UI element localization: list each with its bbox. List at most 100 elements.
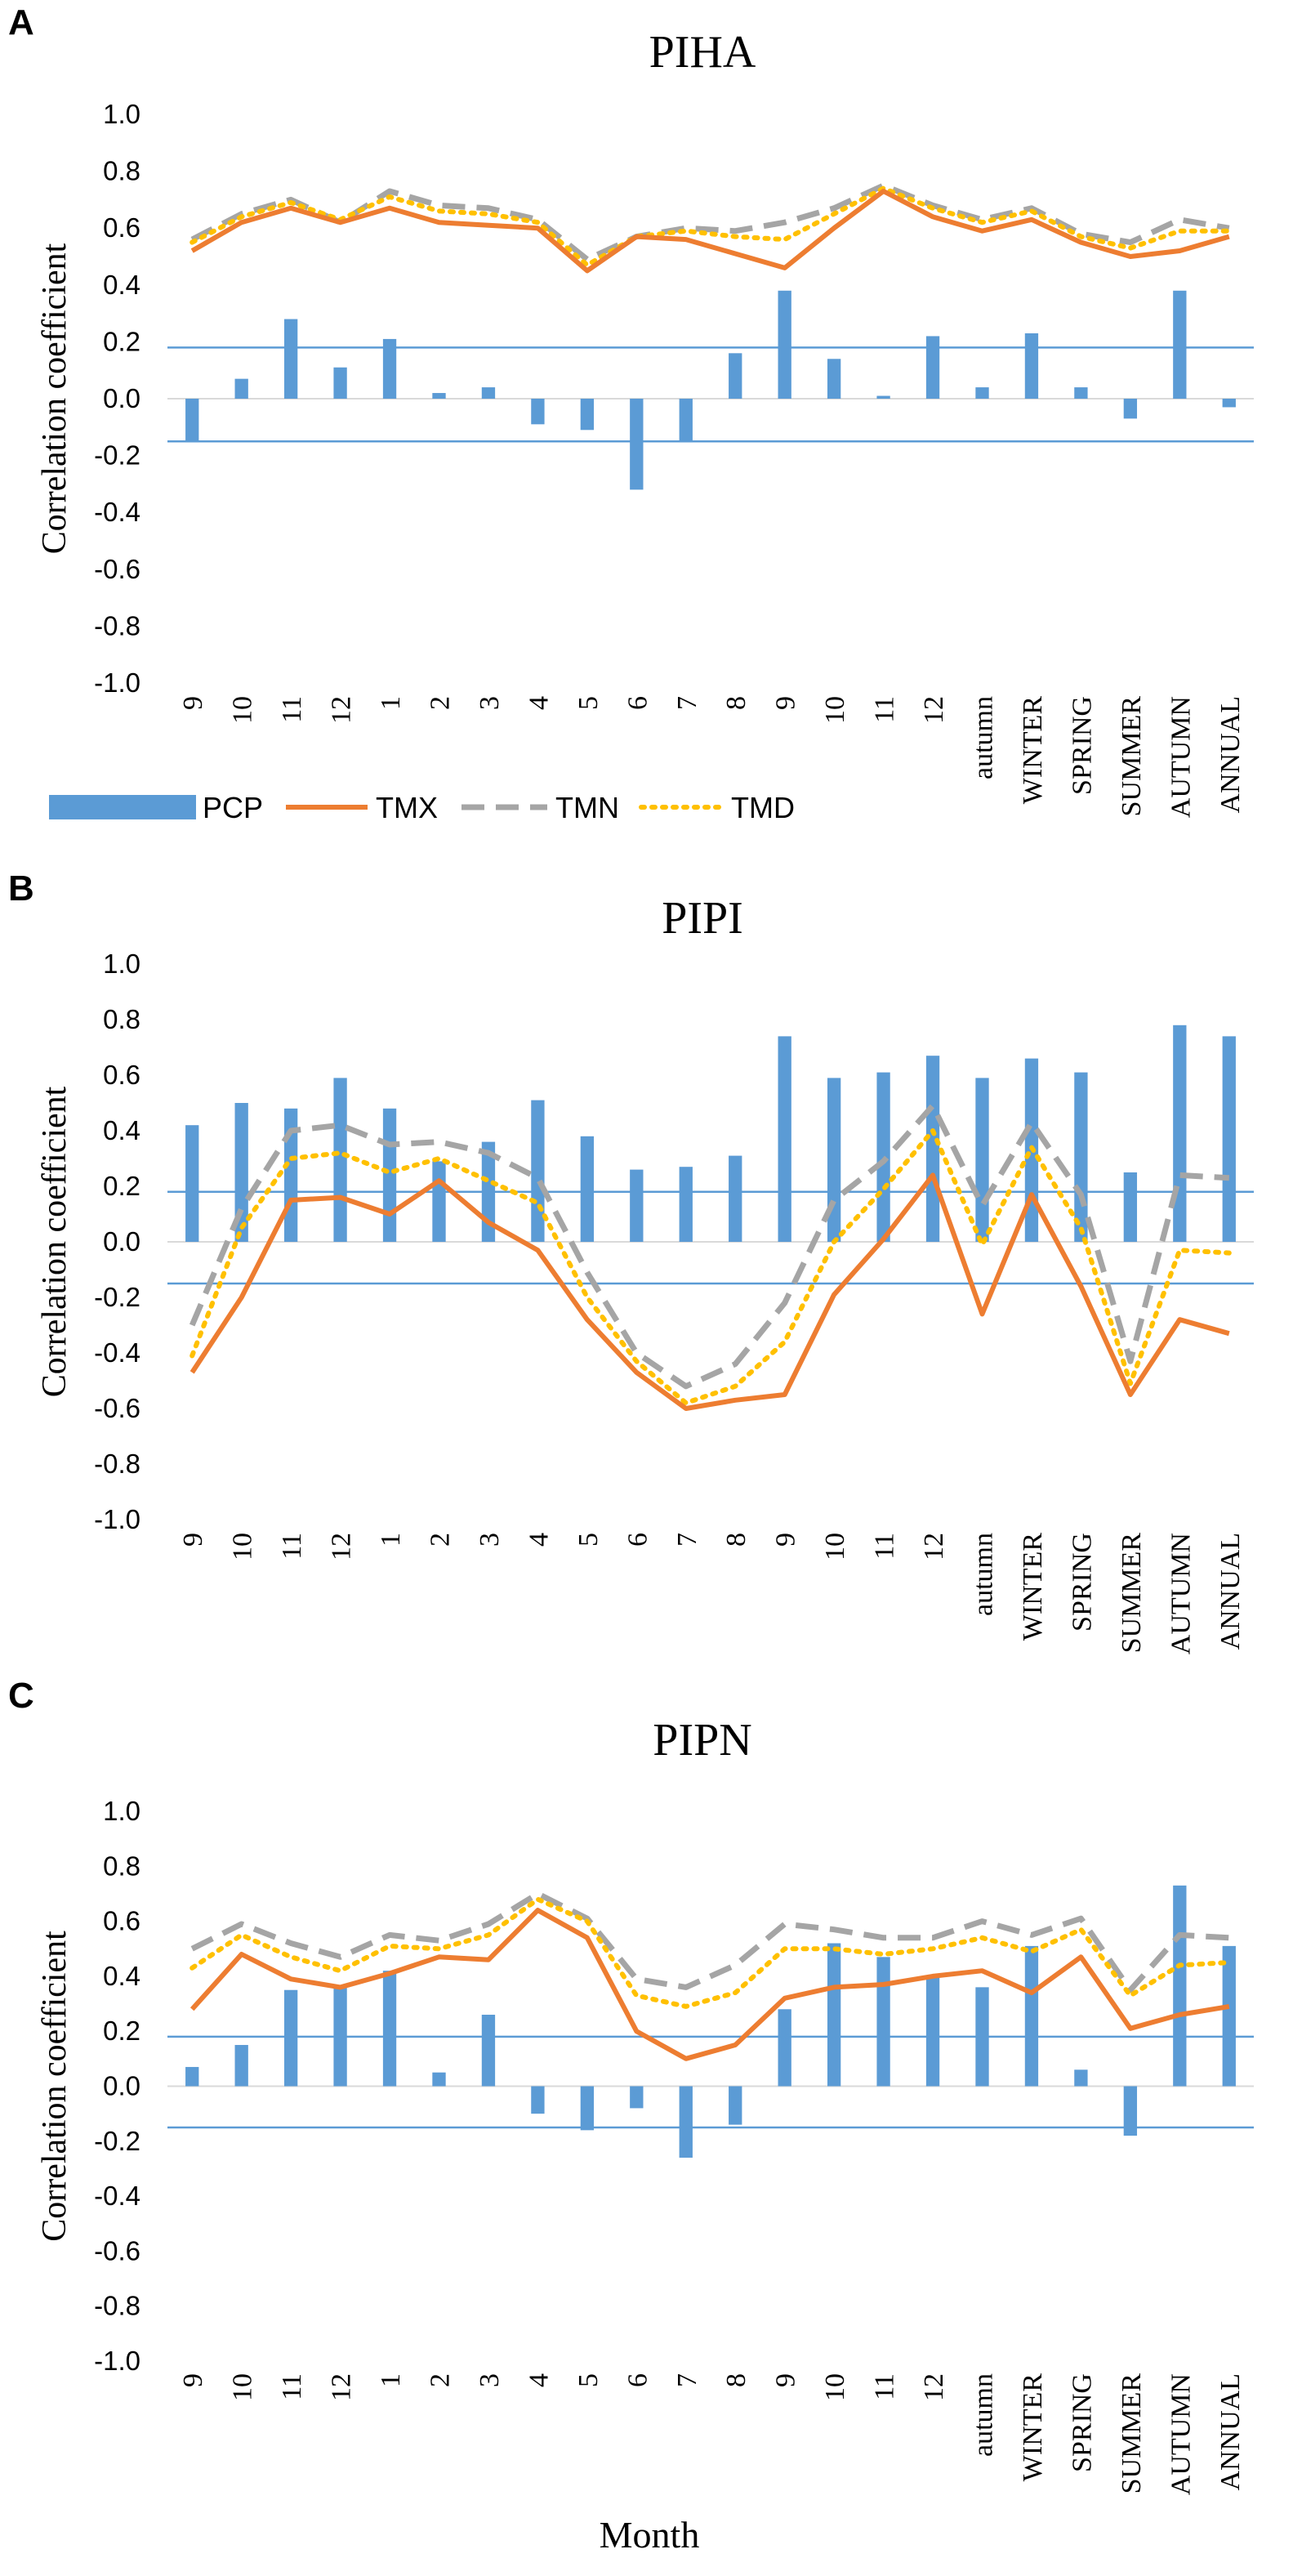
legend: PCP TMX TMN TMD [49, 791, 795, 824]
pcp-bar [1222, 399, 1236, 408]
pcp-bar [481, 387, 496, 399]
pcp-bar [283, 1989, 298, 2087]
x-tick-label: 11 [870, 696, 900, 723]
tmx-line [189, 1908, 1230, 2061]
x-tick-label: 2 [426, 2373, 456, 2387]
chart-panel-c: C PIPN Correlation coefficient 1.0 0.8 0.6 0.4… [8, 1676, 1254, 2495]
y-tick-label: -0.2 [94, 1282, 140, 1312]
panel-letter: B [8, 868, 34, 909]
pcp-bar [827, 1943, 841, 2087]
y-tick-label: 0.8 [103, 1851, 140, 1881]
pcp-bar [185, 1125, 199, 1242]
tmx-line [190, 189, 1230, 274]
x-tick-label: 12 [327, 2373, 357, 2401]
x-tick-label: 8 [721, 696, 751, 710]
y-tick-label: -1.0 [94, 667, 140, 698]
pcp-bar [185, 399, 199, 442]
x-tick-label: 10 [820, 1533, 850, 1560]
pcp-bar [382, 1108, 397, 1242]
pcp-bar [975, 387, 989, 399]
pcp-bar [925, 1976, 940, 2087]
pcp-bar [1024, 1945, 1039, 2087]
pcp-bar [827, 1078, 841, 1242]
x-tick-label: SPRING [1067, 696, 1097, 795]
x-tick-label: AUTUMN [1166, 1533, 1196, 1654]
tmn-line [190, 182, 1230, 262]
pcp-bar [580, 2086, 595, 2131]
pcp-bar [580, 399, 595, 431]
x-tick-label: ANNUAL [1215, 1533, 1246, 1650]
y-tick-label: -0.4 [94, 497, 140, 527]
pcp-bar [432, 393, 446, 399]
y-axis-title: Correlation coefficient [36, 243, 74, 554]
pcp-bar [778, 2009, 791, 2087]
tmd-line [189, 1128, 1232, 1406]
pcp-bar [679, 1167, 693, 1242]
x-tick-label: AUTUMN [1166, 696, 1196, 818]
pcp-bar [185, 2066, 199, 2087]
x-tick-label: SUMMER [1117, 696, 1147, 817]
pcp-bar [333, 1987, 347, 2087]
y-tick-label: -0.4 [94, 2181, 140, 2211]
x-tick-label: 5 [573, 2373, 604, 2387]
x-tick-label: 11 [870, 2373, 900, 2400]
y-tick-label: -0.8 [94, 610, 140, 641]
y-tick-label: -0.8 [94, 2291, 140, 2321]
pcp-bar [630, 2086, 644, 2109]
pcp-bar [827, 359, 841, 399]
x-axis-title: Month [600, 2514, 700, 2556]
pcp-bar [1074, 1072, 1088, 1242]
x-tick-label: 4 [524, 1533, 554, 1547]
pcp-bar [432, 1161, 446, 1242]
pcp-bar [1173, 1025, 1187, 1242]
x-tick-label: 9 [178, 2373, 208, 2387]
x-tick-label: 9 [178, 1533, 208, 1547]
y-tick-label: 0.8 [103, 156, 140, 186]
x-tick-label: AUTUMN [1166, 2373, 1196, 2495]
y-tick-label: 0.4 [103, 1115, 140, 1145]
x-tick-label: WINTER [1018, 1533, 1048, 1641]
legend-label-tmd: TMD [731, 791, 795, 824]
pcp-bar [580, 1136, 595, 1242]
y-tick-label: -0.2 [94, 440, 140, 471]
x-tick-label: 9 [178, 696, 208, 710]
legend-label-tmx: TMX [376, 791, 438, 824]
pcp-bar [1123, 399, 1138, 419]
x-tick-label: 10 [820, 2373, 850, 2401]
pcp-bar [1173, 290, 1187, 399]
tmd-line [189, 185, 1232, 268]
x-tick-label: 12 [327, 1533, 357, 1560]
pcp-bar [679, 2086, 693, 2158]
x-tick-label: 10 [228, 1533, 258, 1560]
x-tick-label: 11 [277, 1533, 307, 1560]
y-tick-label: -0.8 [94, 1449, 140, 1479]
pcp-bar [333, 367, 347, 399]
y-tick-label: 0.0 [103, 2071, 140, 2101]
x-tick-label: 11 [277, 2373, 307, 2400]
pcp-bar [679, 399, 693, 442]
x-tick-label: 11 [870, 1533, 900, 1560]
pcp-bar [531, 399, 545, 425]
pcp-bar [630, 399, 644, 490]
x-tick-label: 1 [376, 696, 406, 710]
pcp-bar [432, 2072, 446, 2087]
x-tick-label: 1 [376, 1533, 406, 1547]
pcp-bar [925, 1056, 940, 1242]
x-tick-label: 5 [573, 1533, 604, 1547]
x-tick-label: SUMMER [1117, 1533, 1147, 1654]
x-tick-label: WINTER [1018, 696, 1048, 805]
y-tick-label: 0.0 [103, 1226, 140, 1257]
x-tick-label: 7 [672, 2373, 702, 2387]
x-tick-label: 10 [228, 696, 258, 724]
tmn-line [190, 1891, 1229, 1993]
x-tick-label: 1 [376, 2373, 406, 2387]
x-tick-label: autumn [969, 1533, 999, 1616]
y-tick-label: 0.8 [103, 1004, 140, 1034]
chart-panel-a: A PIHA Correlation coefficient 1.0 0.8 0.6 0.4… [8, 2, 1254, 824]
x-tick-label: SPRING [1067, 1533, 1097, 1632]
x-tick-label: 6 [622, 2373, 653, 2387]
pcp-bar [876, 395, 890, 399]
pcp-bar [1024, 333, 1039, 399]
y-tick-label: 0.2 [103, 2016, 140, 2046]
y-tick-label: 1.0 [103, 99, 140, 129]
